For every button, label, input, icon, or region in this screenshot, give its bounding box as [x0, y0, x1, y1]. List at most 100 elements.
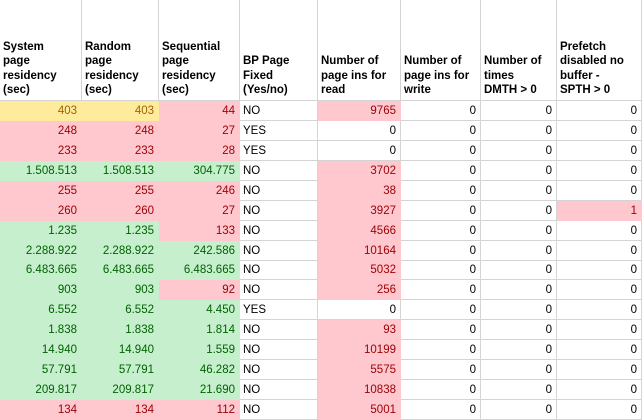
- cell[interactable]: 14.940: [82, 340, 159, 361]
- cell[interactable]: 3702: [318, 160, 401, 181]
- cell[interactable]: 0: [481, 260, 557, 281]
- cell[interactable]: 403: [82, 101, 159, 121]
- cell[interactable]: NO: [240, 260, 318, 281]
- cell[interactable]: 248: [82, 120, 159, 141]
- cell[interactable]: 0: [557, 120, 642, 141]
- cell[interactable]: 0: [481, 180, 557, 201]
- cell[interactable]: 0: [401, 320, 481, 341]
- cell[interactable]: 0: [557, 220, 642, 241]
- cell[interactable]: 255: [0, 180, 82, 201]
- cell[interactable]: 0: [557, 260, 642, 281]
- cell[interactable]: YES: [240, 140, 318, 161]
- cell[interactable]: 57.791: [0, 360, 82, 381]
- cell[interactable]: 0: [481, 340, 557, 361]
- cell[interactable]: 1.838: [0, 320, 82, 341]
- cell[interactable]: 209.817: [0, 380, 82, 401]
- cell[interactable]: 44: [159, 101, 240, 121]
- cell[interactable]: 0: [557, 400, 642, 420]
- cell[interactable]: 6.483.665: [0, 260, 82, 281]
- cell[interactable]: YES: [240, 120, 318, 141]
- cell[interactable]: 57.791: [82, 360, 159, 381]
- cell[interactable]: 5575: [318, 360, 401, 381]
- cell[interactable]: 6.552: [82, 300, 159, 321]
- cell[interactable]: 0: [557, 360, 642, 381]
- cell[interactable]: 133: [159, 220, 240, 241]
- cell[interactable]: 0: [481, 220, 557, 241]
- cell[interactable]: 27: [159, 120, 240, 141]
- cell[interactable]: 6.552: [0, 300, 82, 321]
- cell[interactable]: 1.838: [82, 320, 159, 341]
- cell[interactable]: 304.775: [159, 160, 240, 181]
- cell[interactable]: 260: [0, 200, 82, 221]
- cell[interactable]: 0: [481, 160, 557, 181]
- cell[interactable]: 255: [82, 180, 159, 201]
- cell[interactable]: 0: [481, 240, 557, 261]
- cell[interactable]: 0: [318, 120, 401, 141]
- cell[interactable]: 0: [481, 360, 557, 381]
- cell[interactable]: 0: [318, 300, 401, 321]
- cell[interactable]: NO: [240, 240, 318, 261]
- cell[interactable]: 134: [82, 400, 159, 420]
- column-header-times-dmth[interactable]: Number of times DMTH > 0: [481, 0, 557, 101]
- cell[interactable]: 134: [0, 400, 82, 420]
- cell[interactable]: 27: [159, 200, 240, 221]
- cell[interactable]: 0: [557, 101, 642, 121]
- cell[interactable]: 0: [401, 360, 481, 381]
- cell[interactable]: 0: [481, 320, 557, 341]
- cell[interactable]: 5032: [318, 260, 401, 281]
- cell[interactable]: NO: [240, 320, 318, 341]
- cell[interactable]: 1.559: [159, 340, 240, 361]
- cell[interactable]: 6.483.665: [82, 260, 159, 281]
- cell[interactable]: 260: [82, 200, 159, 221]
- cell[interactable]: 112: [159, 400, 240, 420]
- cell[interactable]: 0: [557, 180, 642, 201]
- cell[interactable]: 0: [557, 300, 642, 321]
- cell[interactable]: 0: [557, 240, 642, 261]
- cell[interactable]: 21.690: [159, 380, 240, 401]
- cell[interactable]: 10199: [318, 340, 401, 361]
- cell[interactable]: 0: [401, 300, 481, 321]
- cell[interactable]: 1: [557, 200, 642, 221]
- cell[interactable]: 0: [557, 280, 642, 301]
- cell[interactable]: YES: [240, 300, 318, 321]
- cell[interactable]: 0: [481, 380, 557, 401]
- cell[interactable]: 1.235: [82, 220, 159, 241]
- cell[interactable]: 1.508.513: [0, 160, 82, 181]
- column-header-page-ins-write[interactable]: Number of page ins for write: [401, 0, 481, 101]
- cell[interactable]: 0: [401, 240, 481, 261]
- cell[interactable]: 93: [318, 320, 401, 341]
- cell[interactable]: 0: [557, 380, 642, 401]
- cell[interactable]: 233: [0, 140, 82, 161]
- cell[interactable]: 0: [401, 120, 481, 141]
- cell[interactable]: NO: [240, 200, 318, 221]
- cell[interactable]: 1.508.513: [82, 160, 159, 181]
- cell[interactable]: 46.282: [159, 360, 240, 381]
- cell[interactable]: 0: [557, 340, 642, 361]
- cell[interactable]: 2.288.922: [82, 240, 159, 261]
- cell[interactable]: 0: [401, 400, 481, 420]
- cell[interactable]: 0: [401, 160, 481, 181]
- cell[interactable]: 0: [557, 160, 642, 181]
- column-header-bp-page-fixed[interactable]: BP Page Fixed (Yes/no): [240, 0, 318, 101]
- cell[interactable]: 0: [401, 280, 481, 301]
- cell[interactable]: 0: [557, 140, 642, 161]
- cell[interactable]: 403: [0, 101, 82, 121]
- column-header-sequential-page-residency[interactable]: Sequential page residency (sec): [159, 0, 240, 101]
- cell[interactable]: 256: [318, 280, 401, 301]
- column-header-prefetch-disabled-spth[interactable]: Prefetch disabled no buffer - SPTH > 0: [557, 0, 642, 101]
- cell[interactable]: 5001: [318, 400, 401, 420]
- cell[interactable]: 1.814: [159, 320, 240, 341]
- cell[interactable]: 9765: [318, 101, 401, 121]
- cell[interactable]: 0: [481, 120, 557, 141]
- cell[interactable]: 92: [159, 280, 240, 301]
- cell[interactable]: 903: [0, 280, 82, 301]
- cell[interactable]: 0: [481, 300, 557, 321]
- cell[interactable]: 10164: [318, 240, 401, 261]
- cell[interactable]: 28: [159, 140, 240, 161]
- cell[interactable]: 0: [401, 340, 481, 361]
- cell[interactable]: 0: [401, 220, 481, 241]
- cell[interactable]: NO: [240, 280, 318, 301]
- cell[interactable]: NO: [240, 220, 318, 241]
- cell[interactable]: 0: [318, 140, 401, 161]
- cell[interactable]: 0: [481, 280, 557, 301]
